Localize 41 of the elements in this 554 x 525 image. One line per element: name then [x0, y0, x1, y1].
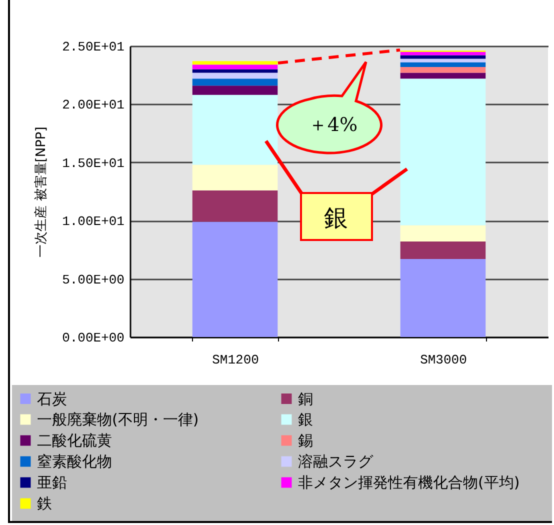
y-tick-label: 2.50E+01 — [62, 40, 125, 54]
legend-label: 銀 — [298, 410, 313, 428]
legend-label: 非メタン揮発性有機化合物(平均) — [298, 474, 520, 492]
bar — [192, 78, 278, 86]
y-tick-label: 1.50E+01 — [62, 156, 125, 171]
bar — [192, 164, 278, 190]
bar — [192, 64, 278, 70]
bar — [400, 52, 486, 56]
legend-label: 銅 — [298, 390, 313, 408]
legend-label: 石炭 — [37, 390, 67, 408]
bar — [192, 69, 278, 73]
y-tick-label: 5.00E+00 — [62, 272, 124, 288]
bar — [400, 225, 486, 242]
bar — [192, 72, 278, 79]
bar — [400, 66, 486, 73]
bar — [400, 242, 486, 260]
legend-label: 一般廃棄物(不明・一律) — [37, 410, 199, 428]
bar — [192, 222, 278, 337]
legend-label: 錫 — [298, 432, 313, 450]
y-tick-label: 2.00E+01 — [62, 98, 125, 113]
bar — [400, 78, 486, 226]
bar — [192, 86, 278, 95]
x-tick-label: SM1200 — [212, 352, 259, 368]
legend-label: 窒素酸化物 — [37, 452, 112, 470]
legend-label: 亜鉛 — [37, 474, 67, 492]
bar — [192, 61, 278, 65]
y-tick-label: 1.00E+01 — [62, 214, 125, 230]
bar — [400, 62, 486, 67]
annotation: 銀 — [324, 204, 348, 232]
y-tick-label: 0.00E+00 — [62, 330, 124, 346]
legend-label: 二酸化硫黄 — [37, 432, 112, 450]
legend-label: 溶融スラグ — [298, 452, 374, 470]
bar — [400, 55, 486, 59]
bar — [192, 190, 278, 222]
bar — [400, 72, 486, 79]
x-tick-label: SM3000 — [420, 352, 467, 368]
bar — [400, 58, 486, 62]
y-axis-title: 一次生産 被害量[NPP] — [33, 126, 50, 258]
annotation: ＋4% — [308, 114, 358, 136]
bar — [400, 259, 486, 337]
legend-label: 鉄 — [37, 494, 52, 512]
